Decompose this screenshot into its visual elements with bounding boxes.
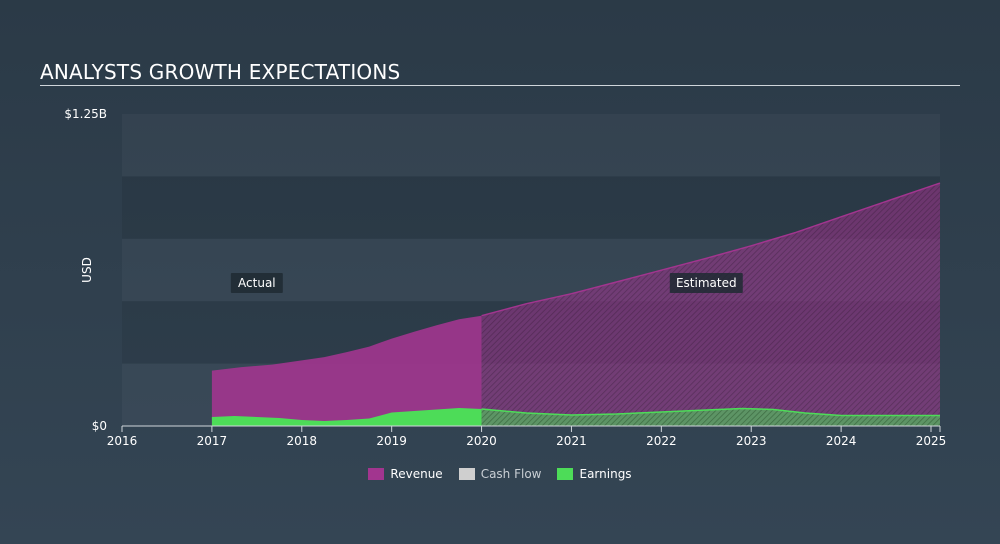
x-tick-label: 2018 [287, 434, 318, 448]
grid-band [122, 114, 940, 176]
legend-label-cash-flow: Cash Flow [480, 467, 542, 481]
legend-swatch-earnings [557, 468, 574, 480]
legend-label-earnings: Earnings [579, 467, 632, 481]
earnings-line-estimated [481, 407, 940, 417]
earnings-area-hatch [481, 408, 940, 426]
x-tick-label: 2021 [556, 434, 587, 448]
earnings-area-actual [211, 408, 482, 426]
annotation-label: Estimated [676, 276, 737, 290]
x-tick-label: 2019 [376, 434, 407, 448]
x-tick-label: 2022 [646, 434, 677, 448]
legend-item-cash-flow[interactable]: Cash Flow [458, 467, 542, 481]
legend-swatch-revenue [368, 468, 385, 480]
legend: Revenue Cash Flow Earnings [0, 467, 1000, 481]
y-tick-label: $1.25B [64, 107, 107, 121]
legend-label-revenue: Revenue [390, 467, 443, 481]
annotation-label: Actual [238, 276, 276, 290]
x-tick-label: 2017 [197, 434, 228, 448]
y-tick-label: $0 [92, 419, 107, 433]
x-tick-label: 2016 [107, 434, 138, 448]
revenue-area-actual [211, 315, 482, 426]
chart-title: ANALYSTS GROWTH EXPECTATIONS [40, 60, 401, 84]
x-tick-label: 2023 [736, 434, 767, 448]
annotation-box [669, 273, 743, 293]
annotation-estimated: Estimated [669, 273, 743, 293]
legend-item-earnings[interactable]: Earnings [557, 467, 632, 481]
revenue-area-hatch [481, 183, 940, 426]
y-axis-label: USD [80, 257, 94, 283]
x-tick-label: 2025 [916, 434, 947, 448]
annotation-actual: Actual [230, 273, 283, 293]
annotation-box [230, 273, 283, 293]
x-tick-label: 2020 [466, 434, 497, 448]
grid-band [122, 176, 940, 239]
revenue-line-estimated [481, 182, 941, 317]
x-tick-label: 2024 [826, 434, 857, 448]
title-divider [40, 85, 960, 86]
legend-swatch-cash-flow [458, 468, 475, 480]
legend-item-revenue[interactable]: Revenue [368, 467, 443, 481]
